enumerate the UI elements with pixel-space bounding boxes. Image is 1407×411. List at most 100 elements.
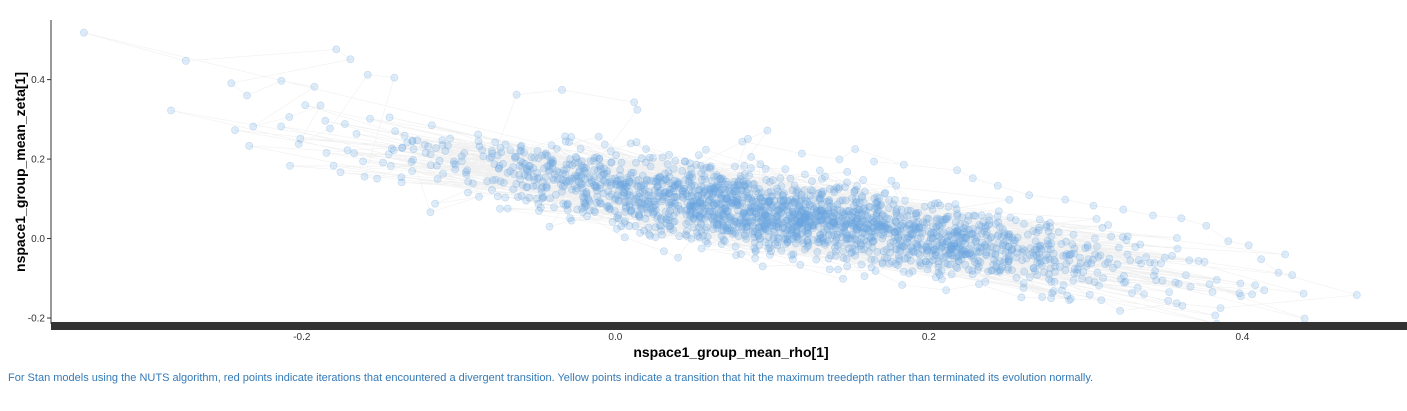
sample-point xyxy=(627,168,636,177)
sample-point xyxy=(1107,232,1116,241)
sample-point xyxy=(678,187,687,196)
sample-point xyxy=(757,217,765,226)
sample-point xyxy=(533,168,542,177)
sample-point xyxy=(600,140,609,149)
sample-point xyxy=(788,207,797,216)
sample-point xyxy=(818,190,827,199)
sample-point xyxy=(906,256,915,265)
sample-point xyxy=(496,204,504,213)
sample-point xyxy=(1244,241,1253,250)
sample-point xyxy=(408,167,417,175)
sample-point xyxy=(830,208,839,217)
sample-point xyxy=(602,203,611,211)
sample-point xyxy=(181,57,190,65)
sample-point xyxy=(1281,250,1289,259)
sample-point xyxy=(446,134,454,143)
sample-point xyxy=(855,198,864,207)
sample-point xyxy=(742,188,751,196)
sample-point xyxy=(719,219,728,228)
sample-point xyxy=(1151,267,1160,275)
sample-point xyxy=(843,262,852,271)
sample-point xyxy=(974,262,983,271)
sample-point xyxy=(592,153,601,162)
sample-point xyxy=(752,204,761,213)
sample-point xyxy=(496,177,505,186)
sample-point xyxy=(1119,205,1128,214)
sample-point xyxy=(784,197,793,206)
sample-point xyxy=(596,180,605,189)
sample-point xyxy=(978,229,986,238)
sample-point xyxy=(991,251,1000,259)
sample-point xyxy=(654,188,662,197)
sample-point xyxy=(516,175,525,184)
sample-point xyxy=(787,226,796,235)
sample-point xyxy=(757,188,766,197)
sample-point xyxy=(717,174,726,183)
sample-point xyxy=(243,91,251,100)
sample-point xyxy=(886,242,895,251)
sample-point xyxy=(710,200,719,209)
sample-point xyxy=(781,165,790,174)
sample-point xyxy=(757,226,766,235)
sample-point xyxy=(625,187,634,196)
sample-point xyxy=(1090,278,1099,287)
sample-point xyxy=(972,247,981,256)
sample-point xyxy=(876,201,885,210)
sample-point xyxy=(426,208,435,217)
sample-point xyxy=(796,260,805,269)
sample-point xyxy=(946,245,955,254)
sample-point xyxy=(754,218,763,227)
sample-point xyxy=(922,243,930,252)
sample-point xyxy=(977,211,986,220)
y-tick-label: 0.2 xyxy=(31,155,45,166)
sample-point xyxy=(776,174,785,183)
sample-point xyxy=(723,207,732,216)
sample-point xyxy=(490,160,499,168)
sample-point xyxy=(1069,230,1078,239)
sample-point xyxy=(439,169,447,178)
sample-point xyxy=(982,251,991,260)
sample-point xyxy=(961,260,970,269)
sample-point xyxy=(1173,244,1182,253)
sample-point xyxy=(506,146,515,155)
sample-point xyxy=(862,237,871,246)
sample-point xyxy=(384,150,393,159)
sample-point xyxy=(1115,243,1123,252)
sample-point xyxy=(717,185,726,194)
sample-point xyxy=(512,90,521,99)
sample-point xyxy=(360,172,369,181)
sample-point xyxy=(1093,268,1102,277)
sample-point xyxy=(942,286,950,295)
sample-point xyxy=(839,254,848,263)
sample-point xyxy=(946,232,955,240)
sample-point xyxy=(911,225,919,234)
sample-point xyxy=(1128,289,1136,297)
sample-point xyxy=(669,211,678,220)
sample-point xyxy=(817,200,826,209)
sample-point xyxy=(927,201,935,210)
sample-point xyxy=(717,202,726,211)
sample-point xyxy=(798,149,806,158)
sample-point xyxy=(736,172,745,181)
sample-point xyxy=(1045,255,1054,264)
sample-point xyxy=(1006,213,1015,222)
sample-point xyxy=(953,248,961,257)
sample-point xyxy=(705,163,714,172)
sample-point xyxy=(885,229,893,238)
sample-point xyxy=(649,208,657,217)
sample-point xyxy=(1224,237,1233,246)
sample-point xyxy=(813,248,822,256)
sample-point xyxy=(909,230,917,238)
sample-point xyxy=(861,187,869,196)
sample-point xyxy=(515,161,524,170)
sample-point xyxy=(920,221,928,229)
sample-point xyxy=(1020,246,1029,255)
sample-point xyxy=(809,221,818,230)
sample-point xyxy=(666,185,674,194)
sample-point xyxy=(899,160,908,169)
sample-point xyxy=(524,167,532,176)
sample-point xyxy=(820,238,829,247)
sample-point xyxy=(641,214,650,223)
sample-point xyxy=(590,166,598,175)
sample-point xyxy=(1073,265,1082,274)
